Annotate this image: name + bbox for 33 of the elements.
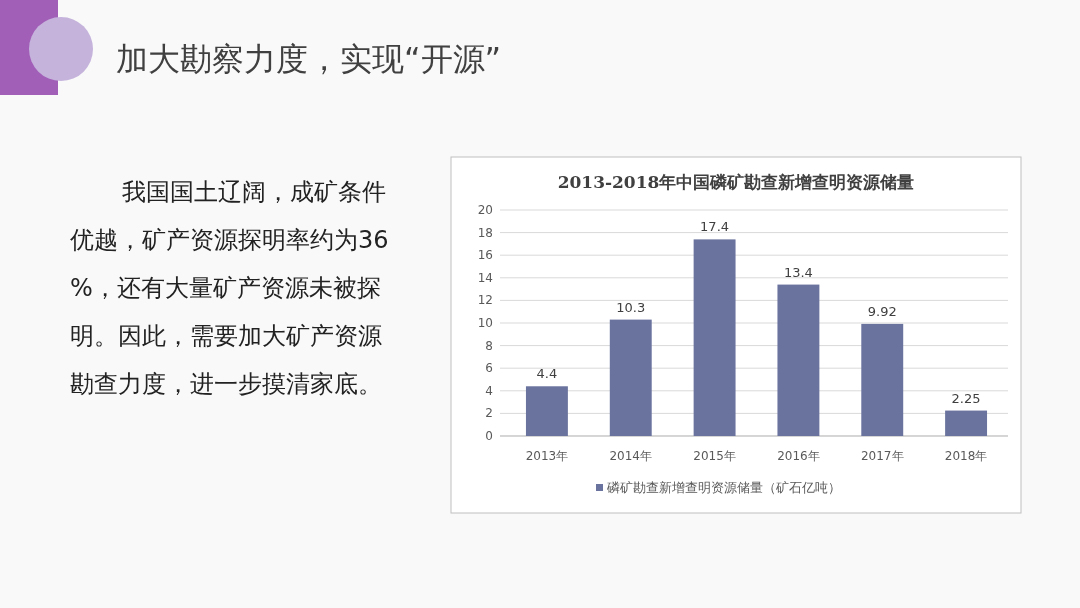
bar [945,410,988,436]
y-tick-label: 2 [485,406,493,421]
legend-label: 磷矿勘查新增查明资源储量（矿石亿吨） [606,480,841,495]
bar [525,386,568,436]
x-tick-label: 2014年 [609,449,653,463]
y-tick-label: 6 [485,361,493,376]
data-label: 9.92 [867,303,897,319]
x-tick-label: 2018年 [944,449,988,463]
y-tick-label: 14 [477,270,493,285]
y-tick-label: 4 [485,383,493,398]
data-label: 10.3 [616,299,646,315]
y-tick-label: 12 [477,293,493,308]
y-tick-label: 10 [477,316,493,330]
y-tick-label: 0 [485,429,493,443]
chart-title: 2013-2018年中国磷矿勘查新增查明资源储量 [557,172,915,192]
data-label: 4.4 [536,366,558,382]
y-tick-label: 8 [485,338,493,353]
bar [693,239,736,436]
bar [861,323,904,436]
text: 我国国土辽阔，成矿条件优越，矿产资源探明率约为36%，还有大量矿产资源未被探明。因此，需要加大矿产资源勘查力度，进一步摸清家底。 [70,178,389,398]
x-tick-label: 2016年 [777,449,820,463]
text: 加大勘察力度，实现“开源” [116,40,502,78]
data-label: 17.4 [700,219,730,235]
data-label: 2.25 [951,390,981,406]
y-tick-label: 16 [477,248,493,263]
x-tick-label: 2013年 [525,449,569,463]
bar [609,319,652,436]
y-tick-label: 20 [477,203,493,217]
y-tick-label: 18 [477,225,493,240]
x-tick-label: 2015年 [693,449,736,463]
bar [777,284,820,436]
x-tick-label: 2017年 [860,449,904,463]
data-label: 13.4 [783,264,813,280]
